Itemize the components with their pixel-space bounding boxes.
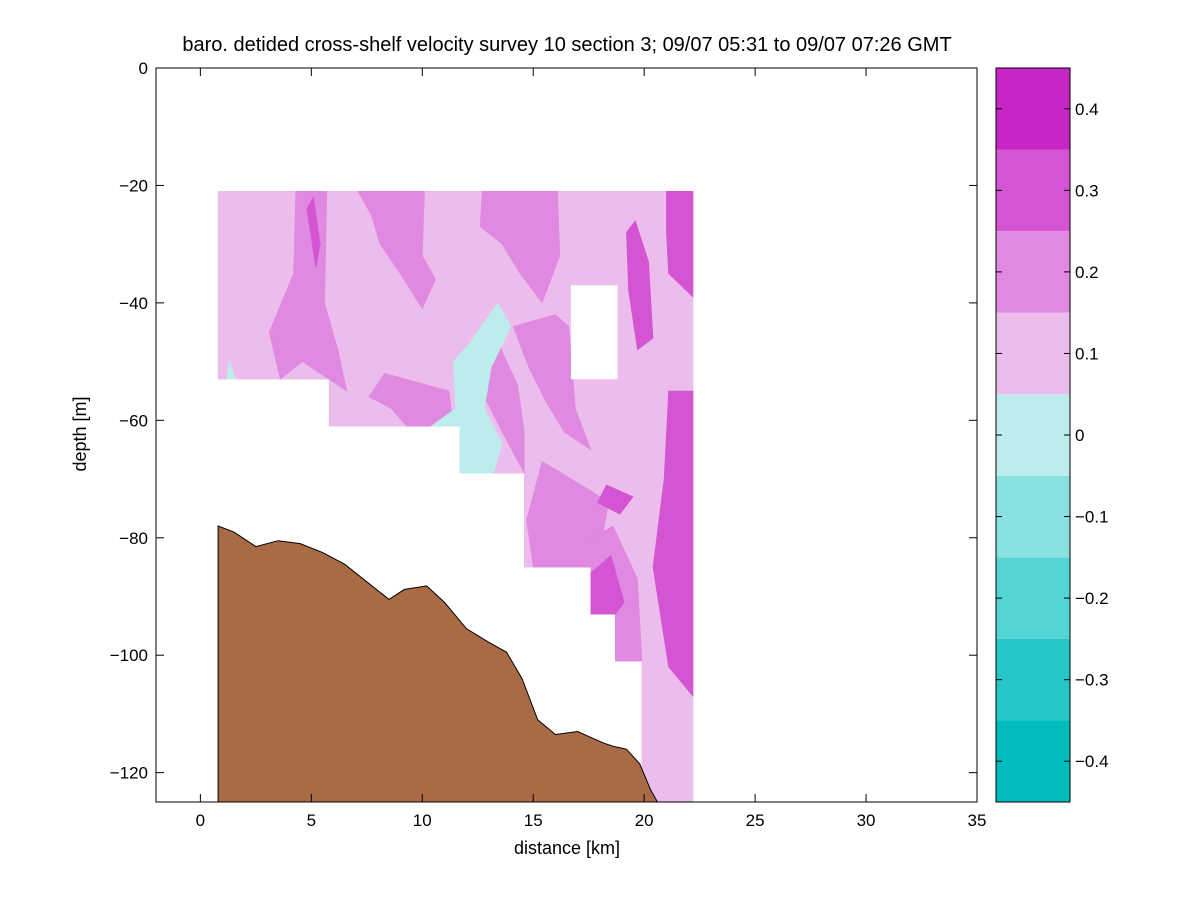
velocity-region-4 <box>512 314 592 451</box>
chart-title: baro. detided cross-shelf velocity surve… <box>182 34 951 56</box>
colorbar-tick-label: −0.3 <box>1075 671 1109 690</box>
colorbar-tick-label: 0.3 <box>1075 181 1099 200</box>
velocity-region-13 <box>306 196 321 268</box>
y-tick-label: −80 <box>119 529 148 548</box>
velocity-region-14 <box>590 554 625 615</box>
data-gap <box>570 285 618 380</box>
bathymetry <box>217 525 659 802</box>
x-axis-label: distance [km] <box>514 838 620 858</box>
velocity-region-1 <box>268 191 348 392</box>
colorbar-level-0 <box>996 720 1070 802</box>
colorbar-tick-label: 0 <box>1075 426 1084 445</box>
x-tick-label: 35 <box>968 811 987 830</box>
velocity-region-11 <box>626 220 654 351</box>
colorbar-level-6 <box>996 231 1070 313</box>
y-tick-label: 0 <box>139 59 148 78</box>
y-axis: −120 −100 −80 −60 −40 −20 0 <box>110 59 977 783</box>
velocity-region-5 <box>368 372 454 427</box>
y-tick-label: −100 <box>110 646 148 665</box>
velocity-region-9 <box>666 191 694 298</box>
plot-frame <box>155 67 978 803</box>
x-tick-label: 15 <box>524 811 543 830</box>
y-tick-label: −40 <box>119 294 148 313</box>
colorbar-level-4 <box>996 394 1070 476</box>
colorbar-level-3 <box>996 475 1070 558</box>
colorbar-tick-label: −0.1 <box>1075 508 1109 527</box>
x-tick-label: 25 <box>746 811 765 830</box>
x-tick-label: 30 <box>857 811 876 830</box>
colorbar-tick-label: −0.2 <box>1075 589 1109 608</box>
colorbar-tick-label: 0.1 <box>1075 344 1099 363</box>
x-tick-label: 20 <box>635 811 654 830</box>
velocity-region-2 <box>357 191 436 310</box>
plot-area <box>155 67 978 803</box>
colorbar-tick-label: −0.4 <box>1075 752 1109 771</box>
colorbar-level-1 <box>996 638 1070 721</box>
colorbar-level-8 <box>996 68 1070 150</box>
colorbar-level-2 <box>996 557 1070 639</box>
colorbar-tick-label: 0.4 <box>1075 100 1099 119</box>
velocity-region-15 <box>430 302 512 474</box>
colorbar-tick-label: 0.2 <box>1075 263 1099 282</box>
velocity-region-3 <box>479 191 561 304</box>
y-tick-label: −120 <box>110 764 148 783</box>
x-tick-label: 10 <box>413 811 432 830</box>
x-tick-label: 0 <box>196 811 205 830</box>
plot-content <box>217 191 694 802</box>
x-axis: 0 5 10 15 20 25 30 35 <box>196 68 987 830</box>
y-tick-label: −60 <box>119 411 148 430</box>
x-tick-label: 5 <box>307 811 316 830</box>
velocity-region-12 <box>597 484 634 515</box>
colorbar: −0.4 −0.3 −0.2 −0.1 0 0.1 0.2 0.3 0.4 <box>995 67 1109 803</box>
y-axis-label: depth [m] <box>70 396 90 471</box>
velocity-region-10 <box>652 390 694 698</box>
colorbar-level-7 <box>996 149 1070 232</box>
velocity-region-16 <box>226 361 237 380</box>
y-tick-label: −20 <box>119 176 148 195</box>
colorbar-level-5 <box>996 312 1070 395</box>
